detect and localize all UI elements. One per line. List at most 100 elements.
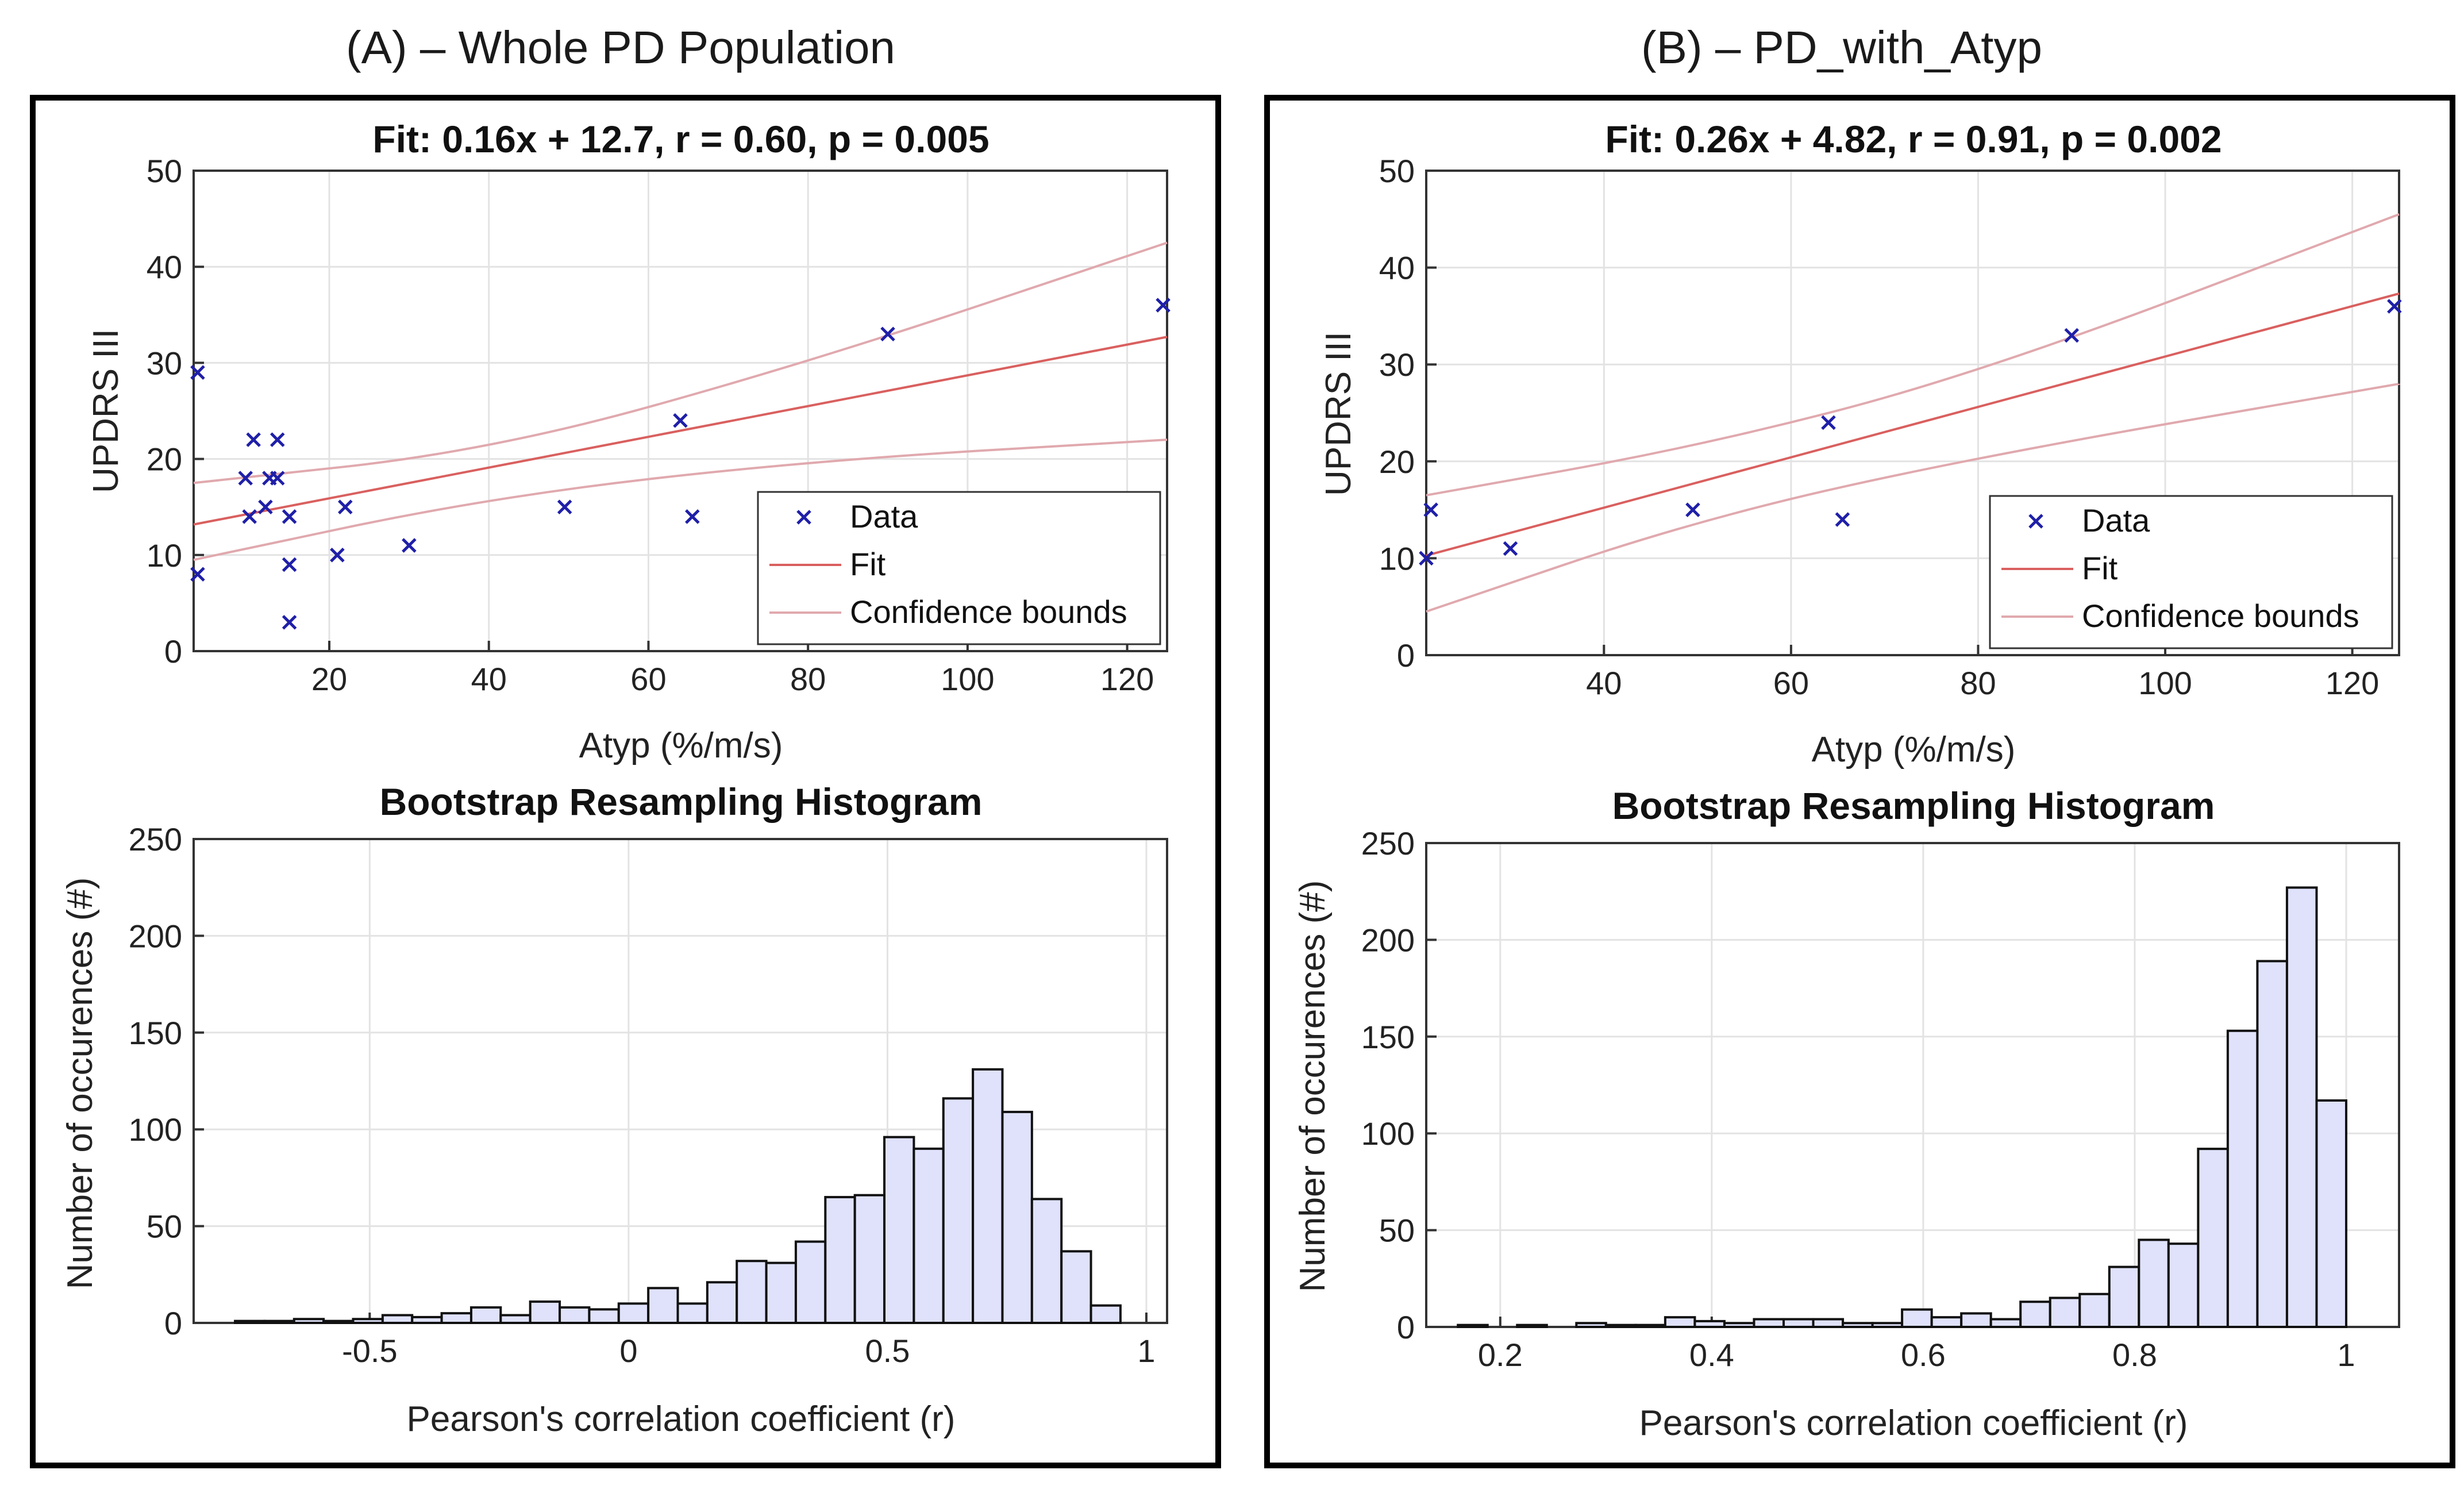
panel-b-upper-bound xyxy=(1426,213,2400,497)
panel-b-histogram-bar xyxy=(2138,1238,2170,1328)
data-point-stroke xyxy=(1835,512,1850,527)
panel-a-data-point xyxy=(238,471,253,486)
data-point-stroke xyxy=(258,499,273,514)
data-point-stroke xyxy=(282,557,297,572)
panel-a-histogram-bar xyxy=(794,1240,827,1324)
panel-a-histogram-bar xyxy=(824,1196,856,1325)
panel-a-histogram-bar xyxy=(559,1306,591,1324)
panel-b-scatter-ylabel: UPDRS III xyxy=(1319,332,1358,496)
data-point-stroke xyxy=(242,509,257,524)
panel-a-scatter-plot: 20 40 60 80 100 120 0 10 20 30 40 50 Data Fit Confiden… xyxy=(147,153,1171,697)
data-point-stroke xyxy=(238,471,253,486)
panel-b-histogram-ytick-label-0: 0 xyxy=(1397,1309,1415,1345)
data-point-stroke xyxy=(270,432,285,447)
panel-b-data-point xyxy=(1423,502,1438,517)
panel-b-histogram-bar xyxy=(1960,1312,1992,1329)
data-point-stroke xyxy=(330,548,345,563)
panel-b-histogram-bar xyxy=(2049,1296,2081,1328)
data-point-stroke xyxy=(190,365,205,380)
panel-a-data-point xyxy=(338,499,353,514)
panel-b-histogram-bar xyxy=(1516,1323,1548,1329)
panel-a-histogram-bar xyxy=(263,1319,295,1325)
panel-a-data-point xyxy=(270,432,285,447)
panel-a-legend-data-marker xyxy=(796,510,811,525)
panel-a-legend-bounds: Confidence bounds xyxy=(850,594,1127,630)
panel-a-histogram-bar xyxy=(529,1300,561,1324)
panel-b-legend-box xyxy=(1989,495,2393,649)
panel-a-histogram-bar xyxy=(736,1260,768,1325)
panel-b-lower-bound xyxy=(1426,382,2400,613)
panel-b-data-point xyxy=(2064,328,2080,343)
panel-b-histogram-xtick-label-1: 0.4 xyxy=(1689,1337,1734,1373)
panel-a-data-point xyxy=(557,499,572,514)
panel-b-histogram-bar xyxy=(2108,1265,2140,1329)
panel-b-histogram-bar xyxy=(1753,1318,1785,1329)
panel-a-data-point xyxy=(282,509,297,524)
panel-b-data-point xyxy=(1821,415,1836,430)
panel-b-histogram-ytick-label-3: 150 xyxy=(1361,1019,1415,1055)
panel-b-histogram-ylabel: Number of occurences (#) xyxy=(1293,880,1333,1292)
data-point-stroke xyxy=(557,499,572,514)
panel-a-data-point xyxy=(282,615,297,630)
data-point-stroke xyxy=(1156,298,1171,313)
panel-a-data-point xyxy=(402,538,417,553)
data-point-stroke xyxy=(1821,415,1836,430)
panel-a-data-point xyxy=(246,432,261,447)
panel-b-histogram-bar xyxy=(1782,1318,1815,1329)
data-point-stroke xyxy=(1419,551,1434,566)
data-point-stroke xyxy=(880,326,895,342)
panel-a-histogram-ytick-label-0: 0 xyxy=(164,1305,182,1341)
panel-b-histogram-bar xyxy=(1930,1316,1963,1328)
panel-a-histogram-title: Bootstrap Resampling Histogram xyxy=(380,780,983,823)
panel-b-scatter-ytick-label-1: 10 xyxy=(1379,540,1415,576)
panel-b-histogram-bar xyxy=(1989,1318,2022,1329)
panel-a-legend-fit: Fit xyxy=(850,546,886,582)
panel-b-histogram-bar xyxy=(1604,1323,1637,1329)
panel-a-histogram-bar xyxy=(617,1302,650,1325)
panel-a-histogram-bar xyxy=(647,1287,679,1324)
panel-a-scatter-axes-box xyxy=(192,170,1168,652)
panel-b-scatter-xtick-label-0: 40 xyxy=(1586,665,1622,701)
panel-b-histogram-bar xyxy=(1901,1308,1933,1328)
panel-b-data-point xyxy=(1685,502,1700,517)
panel-b-histogram-bar xyxy=(1575,1322,1607,1328)
data-point-stroke xyxy=(338,499,353,514)
panel-a-scatter-ytick-label-1: 10 xyxy=(147,537,182,574)
panel-a-histogram-xtick-label-3: 1 xyxy=(1137,1333,1155,1369)
panel-a-histogram-ytick-label-3: 150 xyxy=(129,1015,182,1051)
panel-b-histogram-bar xyxy=(2197,1148,2229,1329)
panel-a-histogram-ytick-label-2: 100 xyxy=(129,1111,182,1148)
panel-b-data-point xyxy=(1503,541,1518,556)
panel-a-histogram-bar xyxy=(588,1308,620,1325)
panel-b-data-point xyxy=(1419,551,1434,566)
panel-a-data-point xyxy=(673,413,688,428)
panel-b-scatter-ytick-label-5: 50 xyxy=(1379,153,1415,189)
panel-b-scatter-title: Fit: 0.26x + 4.82, r = 0.91, p = 0.002 xyxy=(1605,118,2222,160)
panel-b-scatter-ytick-label-3: 30 xyxy=(1379,347,1415,383)
panel-a-scatter-ylabel: UPDRS III xyxy=(86,329,126,493)
panel-b-scatter-ytick-label-0: 0 xyxy=(1397,637,1415,674)
data-point-stroke xyxy=(1423,502,1438,517)
panel-a-histogram-plot: -0.5 0 0.5 1 0 50 100 150 200 250 xyxy=(129,821,1168,1369)
panel-a-histogram-bar xyxy=(469,1306,502,1324)
data-point-stroke xyxy=(2387,299,2402,314)
panel-a-data-point xyxy=(190,365,205,380)
panel-a-scatter-xtick-label-3: 80 xyxy=(790,661,826,697)
panel-a-scatter-ytick-label-5: 50 xyxy=(147,153,182,189)
panel-a-scatter-ytick-label-4: 40 xyxy=(147,249,182,285)
panel-a-histogram-bar xyxy=(234,1319,266,1325)
panel-a-scatter-ytick-label-0: 0 xyxy=(164,633,182,670)
panel-a-histogram-bar xyxy=(706,1281,738,1324)
data-point-stroke xyxy=(282,615,297,630)
panel-a-scatter-xtick-label-1: 40 xyxy=(471,661,507,697)
panel-b-scatter-plot: 40 60 80 100 120 0 10 20 30 40 50 Data Fit Confidence… xyxy=(1379,153,2402,701)
panel-a-histogram-bar xyxy=(322,1319,355,1325)
panel-a-histogram-xlabel: Pearson's correlation coefficient (r) xyxy=(407,1399,956,1439)
panel-b-histogram-ytick-label-5: 250 xyxy=(1361,825,1415,861)
panel-a-data-point xyxy=(1156,298,1171,313)
panel-b-histogram-bar xyxy=(2285,886,2318,1328)
panel-b-histogram-bar xyxy=(1842,1322,1874,1328)
data-point-stroke xyxy=(402,538,417,553)
panel-b-histogram-bar xyxy=(1871,1322,1904,1328)
